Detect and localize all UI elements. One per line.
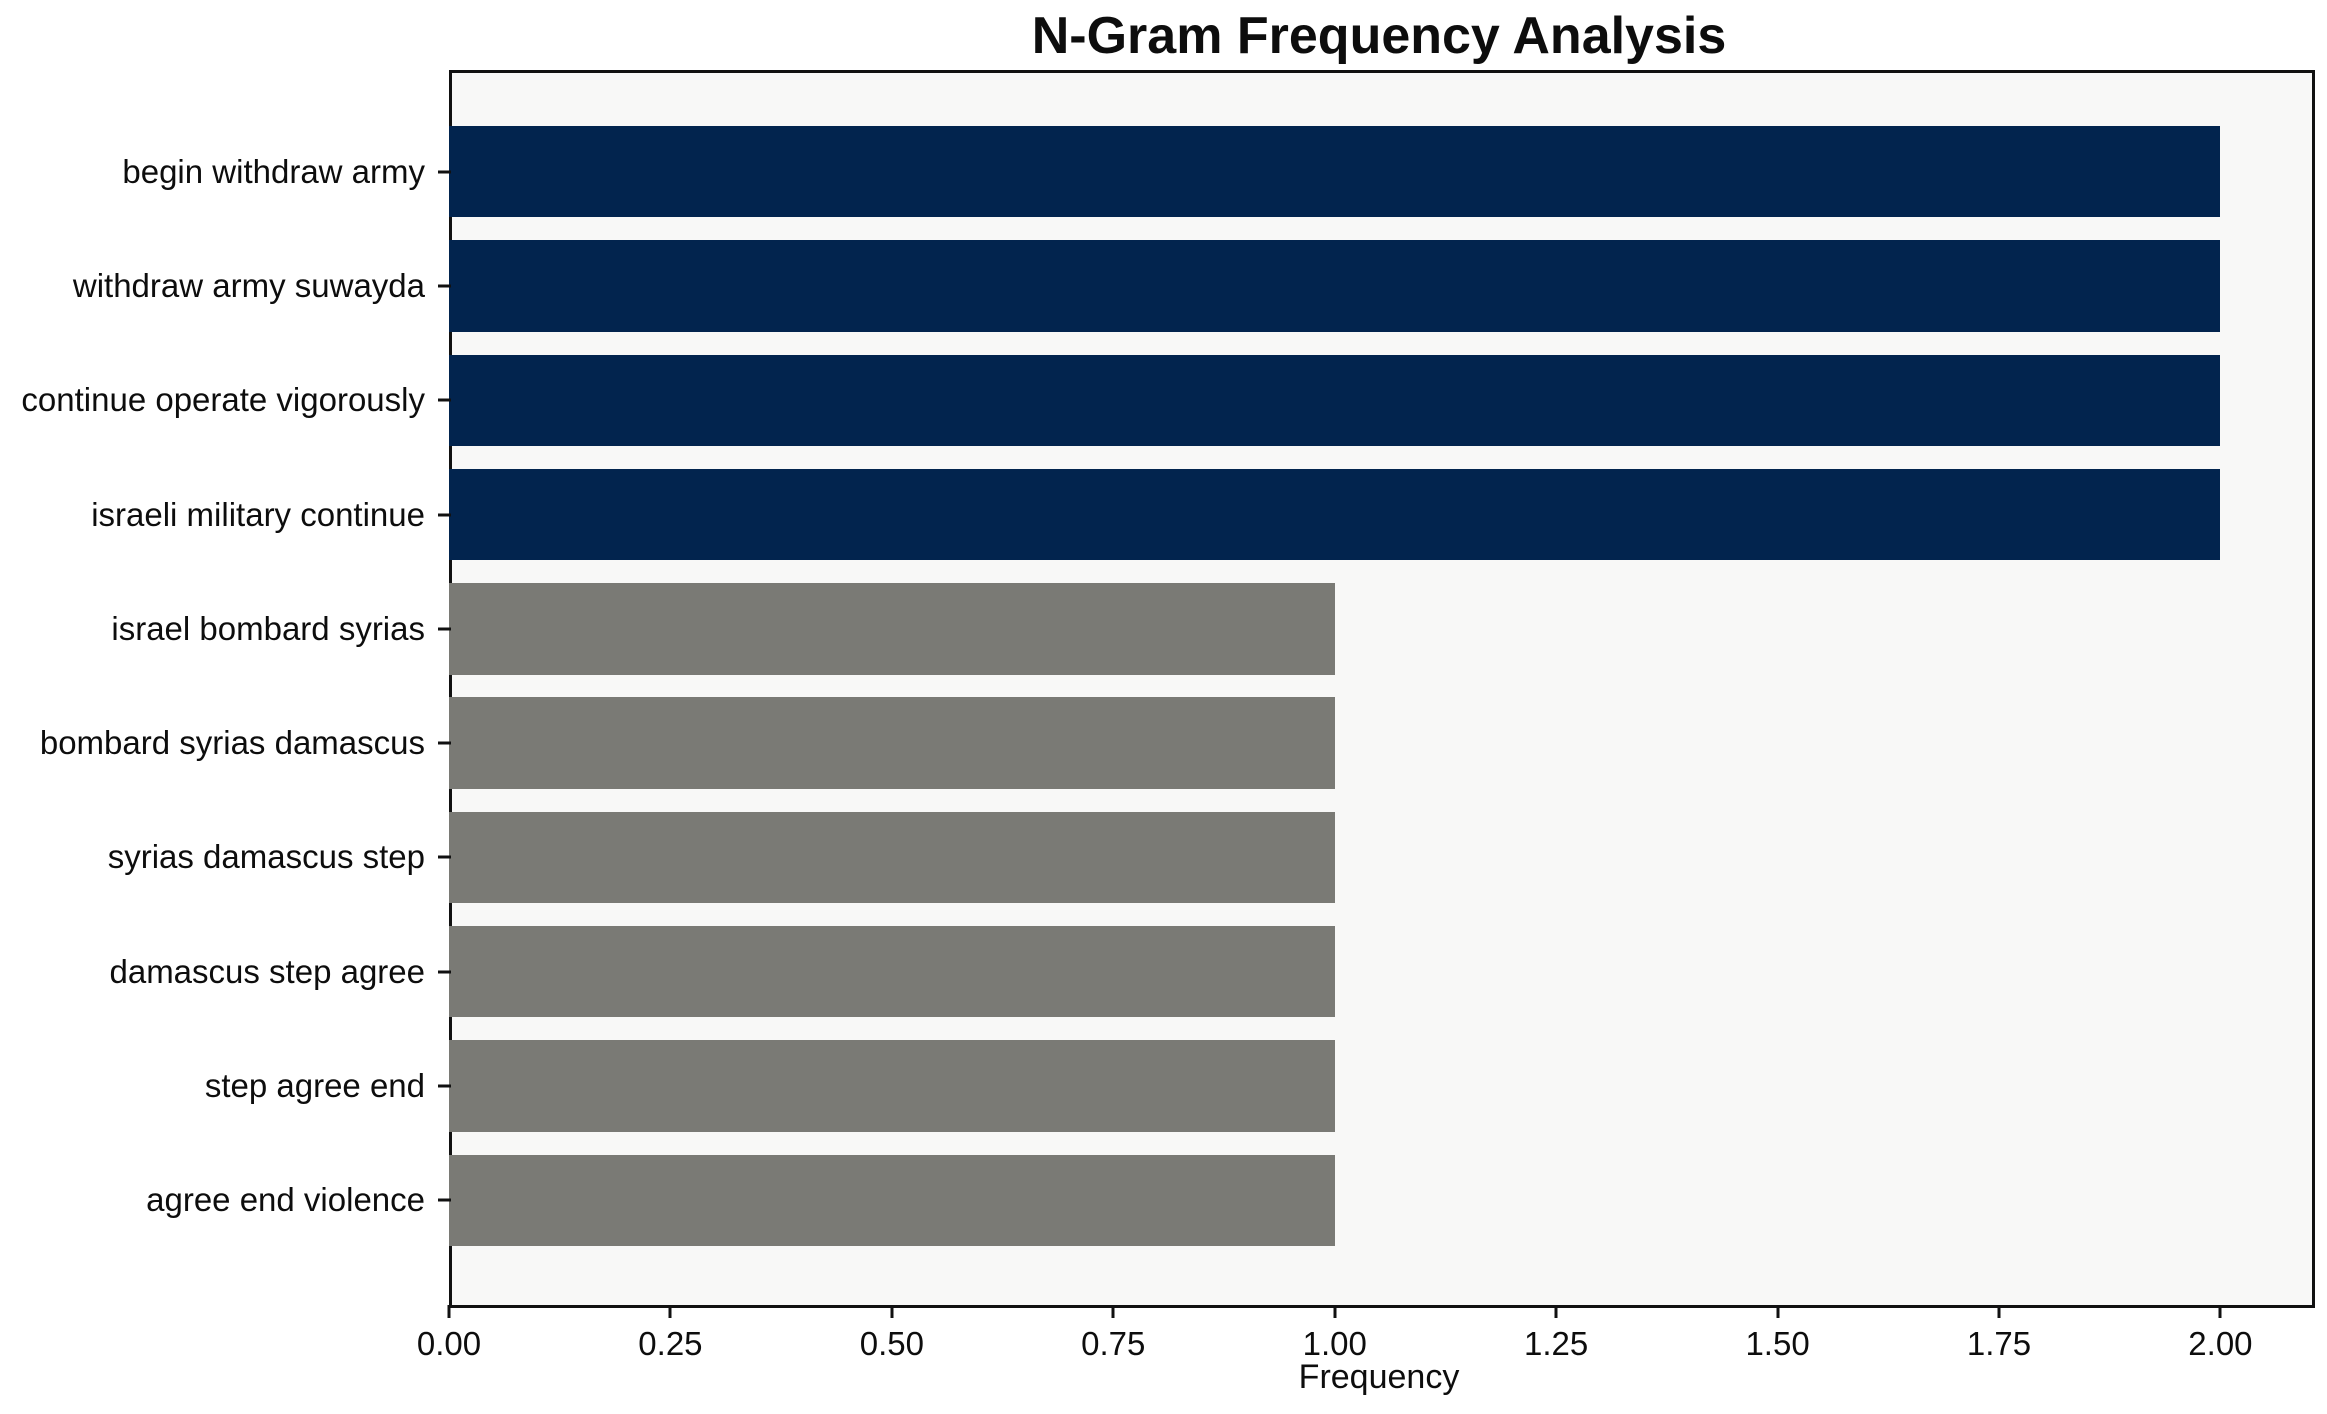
bar: [449, 354, 2221, 446]
y-tick-mark: [438, 284, 451, 288]
x-tick-label: 1.50: [1745, 1325, 1810, 1362]
chart-title: N-Gram Frequency Analysis: [1031, 7, 1727, 65]
y-tick-mark: [438, 1198, 451, 1202]
x-tick-label: 0.50: [859, 1325, 924, 1362]
y-tick-label: israel bombard syrias: [111, 609, 425, 647]
x-axis-title: Frequency: [1298, 1358, 1460, 1396]
y-tick-label: israeli military continue: [91, 495, 425, 533]
x-tick-label: 1.00: [1302, 1325, 1367, 1362]
y-tick-mark: [438, 170, 451, 174]
y-tick-label: withdraw army suwayda: [72, 267, 425, 304]
y-tick-mark: [438, 855, 451, 859]
x-tick-label: 0.25: [638, 1325, 703, 1362]
x-tick-mark: [1333, 1305, 1337, 1318]
bar: [449, 926, 1335, 1018]
x-tick-mark: [668, 1305, 672, 1318]
x-tick-mark: [2218, 1305, 2222, 1318]
y-tick-mark: [438, 398, 451, 402]
bar: [449, 468, 2221, 561]
y-tick-mark: [438, 627, 451, 631]
y-tick-label: begin withdraw army: [122, 152, 425, 190]
x-tick-mark: [1776, 1305, 1780, 1318]
y-tick-mark: [438, 1084, 451, 1088]
y-tick-label: continue operate vigorously: [21, 381, 425, 419]
y-tick-mark: [438, 513, 451, 517]
x-tick-label: 0.00: [416, 1325, 482, 1362]
x-tick-label: 1.75: [1966, 1325, 2032, 1362]
bar: [449, 126, 2221, 218]
y-tick-label: agree end violence: [146, 1181, 425, 1219]
x-tick-label: 2.00: [2188, 1325, 2253, 1362]
bar: [449, 1154, 1335, 1246]
x-tick-mark: [1554, 1305, 1558, 1318]
bar: [449, 1040, 1335, 1132]
bar: [449, 583, 1335, 675]
y-tick-label: step agree end: [204, 1067, 425, 1104]
x-tick-mark: [1997, 1305, 2001, 1318]
y-tick-label: syrias damascus step: [107, 838, 425, 876]
x-tick-mark: [447, 1305, 451, 1318]
y-tick-label: bombard syrias damascus: [39, 724, 425, 762]
bar: [449, 240, 2221, 332]
x-tick-label: 0.75: [1081, 1325, 1146, 1362]
x-tick-label: 1.25: [1524, 1325, 1589, 1362]
y-tick-mark: [438, 741, 451, 745]
y-tick-label: damascus step agree: [109, 952, 425, 990]
y-tick-mark: [438, 970, 451, 974]
x-tick-mark: [1111, 1305, 1115, 1318]
bar: [449, 811, 1335, 904]
bar: [449, 697, 1335, 789]
x-tick-mark: [890, 1305, 894, 1318]
